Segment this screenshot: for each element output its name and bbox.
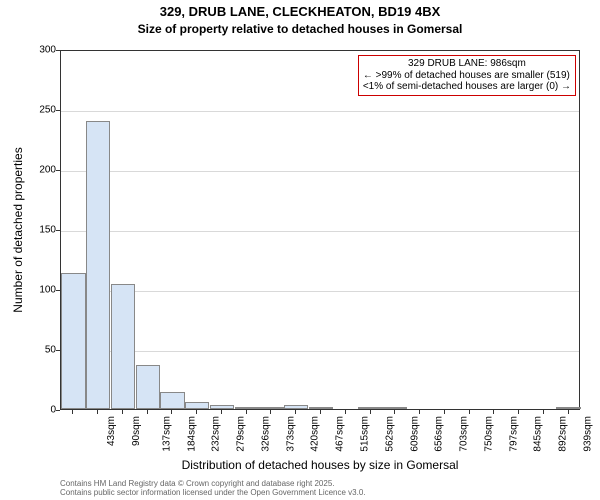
bar (185, 402, 209, 409)
gridline (61, 351, 579, 352)
bar (111, 284, 135, 409)
ytick-mark (56, 230, 60, 231)
gridline (61, 171, 579, 172)
xtick-label: 326sqm (261, 416, 272, 452)
ytick-label: 50 (16, 345, 56, 356)
xtick-label: 184sqm (186, 416, 197, 452)
xtick-mark (543, 410, 544, 414)
xtick-mark (444, 410, 445, 414)
bar (358, 407, 382, 409)
xtick-mark (568, 410, 569, 414)
xtick-mark (97, 410, 98, 414)
ytick-mark (56, 50, 60, 51)
ytick-mark (56, 290, 60, 291)
gridline (61, 111, 579, 112)
bar (210, 405, 234, 409)
gridline (61, 231, 579, 232)
bar (309, 407, 333, 409)
bar (136, 365, 160, 409)
ytick-label: 0 (16, 405, 56, 416)
xtick-label: 656sqm (434, 416, 445, 452)
ytick-label: 100 (16, 285, 56, 296)
xtick-label: 137sqm (161, 416, 172, 452)
x-axis-label: Distribution of detached houses by size … (60, 458, 580, 472)
ytick-mark (56, 170, 60, 171)
footer-line2: Contains public sector information licen… (60, 489, 366, 498)
xtick-label: 939sqm (582, 416, 593, 452)
xtick-label: 750sqm (483, 416, 494, 452)
xtick-mark (370, 410, 371, 414)
annotation-line3: <1% of semi-detached houses are larger (… (363, 81, 571, 93)
xtick-mark (122, 410, 123, 414)
xtick-label: 420sqm (310, 416, 321, 452)
plot-area (60, 50, 580, 410)
chart-container: 329, DRUB LANE, CLECKHEATON, BD19 4BX Si… (0, 0, 600, 500)
gridline (61, 291, 579, 292)
xtick-label: 43sqm (106, 416, 117, 446)
xtick-label: 373sqm (285, 416, 296, 452)
xtick-mark (72, 410, 73, 414)
bar (383, 407, 407, 409)
xtick-mark (196, 410, 197, 414)
annotation-line1: 329 DRUB LANE: 986sqm (363, 58, 571, 70)
xtick-mark (246, 410, 247, 414)
ytick-mark (56, 410, 60, 411)
bar (235, 407, 259, 409)
ytick-mark (56, 110, 60, 111)
annotation-box: 329 DRUB LANE: 986sqm ← >99% of detached… (358, 55, 576, 96)
xtick-label: 515sqm (360, 416, 371, 452)
bar (556, 407, 580, 409)
footer-attribution: Contains HM Land Registry data © Crown c… (60, 480, 366, 498)
xtick-mark (295, 410, 296, 414)
xtick-label: 467sqm (335, 416, 346, 452)
xtick-label: 90sqm (131, 416, 142, 446)
xtick-mark (221, 410, 222, 414)
bar (284, 405, 308, 409)
chart-title-sub: Size of property relative to detached ho… (0, 22, 600, 36)
xtick-mark (518, 410, 519, 414)
ytick-label: 300 (16, 45, 56, 56)
bar (259, 407, 283, 409)
xtick-mark (171, 410, 172, 414)
xtick-mark (345, 410, 346, 414)
xtick-label: 609sqm (409, 416, 420, 452)
xtick-mark (270, 410, 271, 414)
xtick-mark (320, 410, 321, 414)
xtick-mark (419, 410, 420, 414)
xtick-mark (147, 410, 148, 414)
bar (61, 273, 85, 409)
xtick-label: 797sqm (508, 416, 519, 452)
ytick-label: 200 (16, 165, 56, 176)
xtick-mark (493, 410, 494, 414)
xtick-label: 703sqm (459, 416, 470, 452)
xtick-label: 562sqm (384, 416, 395, 452)
annotation-line2: ← >99% of detached houses are smaller (5… (363, 70, 571, 82)
xtick-mark (469, 410, 470, 414)
bar (86, 121, 110, 409)
xtick-label: 279sqm (236, 416, 247, 452)
xtick-label: 232sqm (211, 416, 222, 452)
ytick-label: 250 (16, 105, 56, 116)
xtick-label: 892sqm (558, 416, 569, 452)
ytick-mark (56, 350, 60, 351)
chart-title-main: 329, DRUB LANE, CLECKHEATON, BD19 4BX (0, 4, 600, 19)
xtick-mark (394, 410, 395, 414)
bar (160, 392, 184, 409)
ytick-label: 150 (16, 225, 56, 236)
xtick-label: 845sqm (533, 416, 544, 452)
